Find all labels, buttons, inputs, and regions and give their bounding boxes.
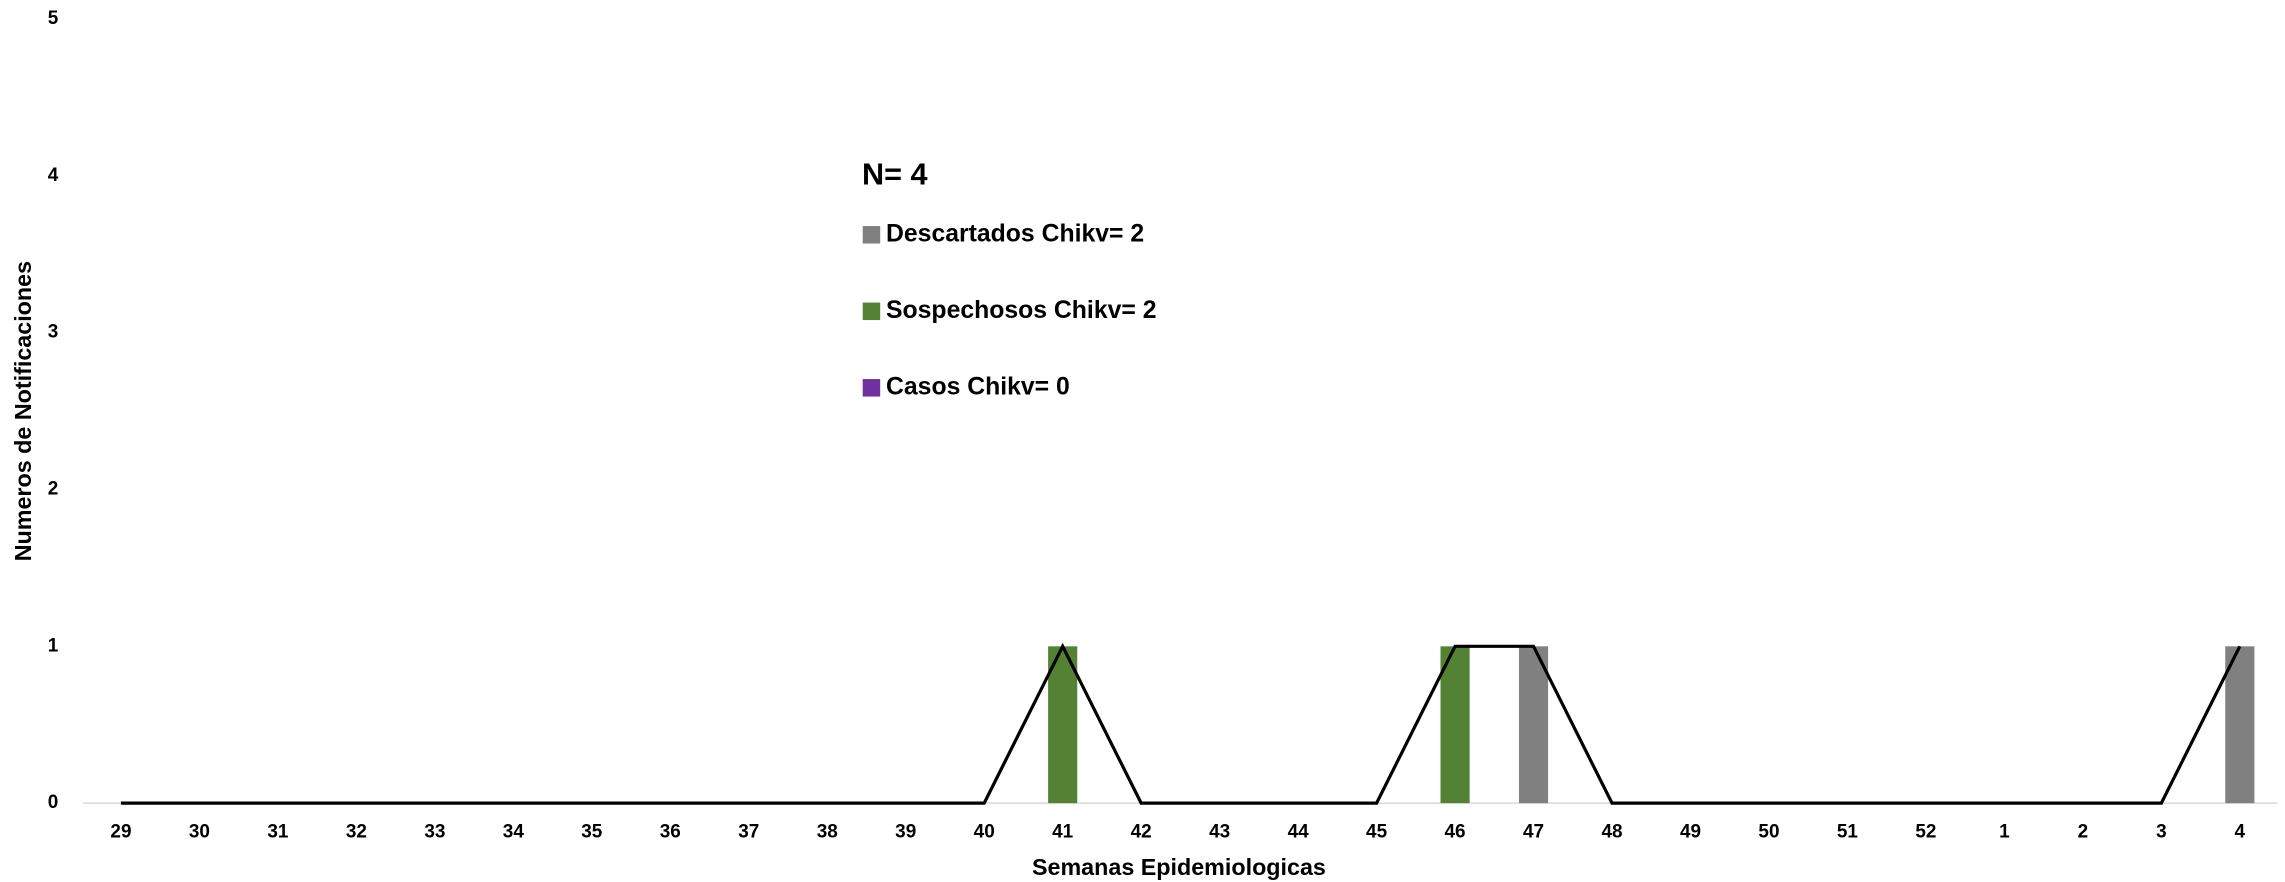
x-tick-label: 31 xyxy=(267,821,288,842)
x-axis-title: Semanas Epidemiologicas xyxy=(1032,854,1326,880)
x-tick-label: 4 xyxy=(2235,821,2246,842)
x-tick-label: 44 xyxy=(1288,821,1310,842)
x-tick-label: 38 xyxy=(817,821,838,842)
x-tick-label: 49 xyxy=(1680,821,1701,842)
x-tick-label: 37 xyxy=(738,821,759,842)
y-tick-label: 2 xyxy=(48,479,59,500)
x-tick-label: 2 xyxy=(2078,821,2089,842)
legend-label: Casos Chikv= 0 xyxy=(886,373,1070,400)
x-tick-label: 3 xyxy=(2156,821,2167,842)
annotation: N= 4 xyxy=(862,158,927,192)
x-tick-label: 1 xyxy=(1999,821,2010,842)
legend-label: Descartados Chikv= 2 xyxy=(886,220,1144,247)
bar xyxy=(1048,646,1078,804)
y-axis-title: Numeros de Notificaciones xyxy=(10,261,36,561)
x-tick-label: 33 xyxy=(424,821,445,842)
legend-swatch xyxy=(862,302,881,321)
x-tick-label: 48 xyxy=(1601,821,1622,842)
x-tick-label: 30 xyxy=(189,821,210,842)
x-tick-label: 42 xyxy=(1131,821,1152,842)
x-tick-label: 32 xyxy=(346,821,367,842)
line xyxy=(120,642,2242,805)
legend-swatch xyxy=(862,379,881,397)
bar xyxy=(1440,646,1470,804)
x-tick-label: 29 xyxy=(110,821,131,842)
x-tick-label: 50 xyxy=(1758,821,1779,842)
legend-label: Sospechosos Chikv= 2 xyxy=(886,297,1156,324)
x-tick-label: 51 xyxy=(1837,821,1858,842)
x-tick-label: 52 xyxy=(1915,821,1936,842)
x-tick-label: 46 xyxy=(1445,821,1466,842)
x-tick-label: 41 xyxy=(1052,821,1073,842)
bar xyxy=(2225,646,2255,804)
x-tick-label: 45 xyxy=(1366,821,1387,842)
y-tick-label: 0 xyxy=(48,792,59,813)
x-tick-label: 40 xyxy=(974,821,995,842)
legend-swatch xyxy=(862,226,881,244)
x-tick-label: 35 xyxy=(581,821,602,842)
y-tick-label: 3 xyxy=(48,322,59,343)
y-tick-label: 5 xyxy=(48,8,59,29)
bar xyxy=(1518,646,1549,804)
x-tick-label: 39 xyxy=(895,821,916,842)
x-tick-label: 43 xyxy=(1209,821,1230,842)
x-tick-label: 47 xyxy=(1523,821,1544,842)
x-tick-label: 34 xyxy=(503,821,525,842)
x-tick-label: 36 xyxy=(660,821,681,842)
y-tick-label: 1 xyxy=(48,635,59,656)
y-tick-label: 4 xyxy=(48,165,59,186)
